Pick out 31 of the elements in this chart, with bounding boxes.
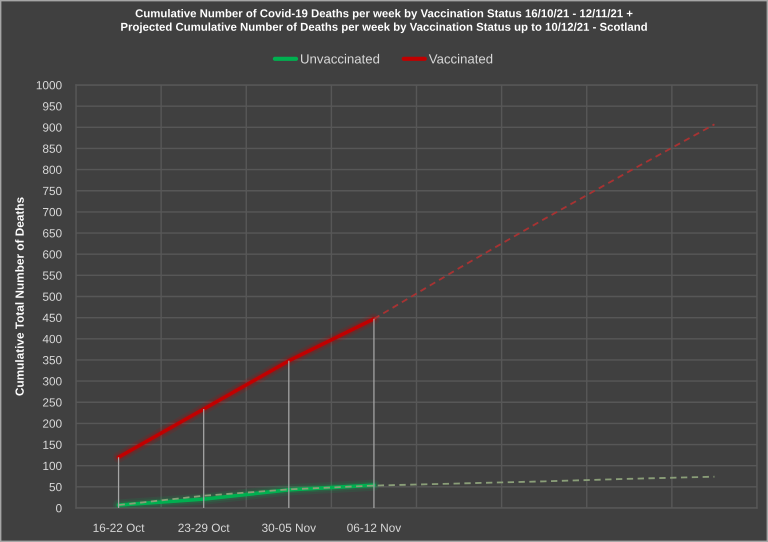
- y-tick-label: 700: [43, 208, 62, 216]
- y-tick-label: 350: [42, 356, 62, 364]
- y-tick-label: 50: [49, 482, 62, 492]
- y-tick-label: 1000: [36, 81, 62, 90]
- y-tick-label: 150: [43, 440, 62, 449]
- y-tick-label: 800: [42, 166, 62, 174]
- x-tick-label: 23-29 Oct: [178, 524, 230, 532]
- y-tick-label: 250: [43, 398, 62, 407]
- chart-title: Cumulative Number of Covid-19 Deaths per week by Vaccination Status 16/10/21 - 12/11/21 + Projected Cumulative Number of Deaths per week by Vaccination Status up to 10/12/21 - Scotland: [121, 9, 647, 34]
- y-tick-label: 500: [42, 292, 62, 301]
- y-tick-label: 300: [42, 377, 62, 386]
- y-tick-label: 200: [43, 419, 62, 428]
- x-tick-label: 16-22 Oct: [94, 524, 144, 532]
- y-tick-label: 0: [56, 504, 62, 512]
- y-tick-label: 950: [42, 102, 62, 111]
- y-tick-label: 100: [43, 462, 62, 470]
- y-tick-label: 450: [42, 314, 62, 322]
- y-tick-label: 550: [42, 271, 62, 280]
- y-tick-label: 900: [42, 123, 62, 132]
- y-tick-label: 850: [42, 144, 62, 153]
- y-axis-title: Cumulative Total Number of Deaths: [15, 197, 24, 396]
- y-tick-label: 650: [43, 229, 62, 238]
- y-tick-label: 400: [42, 334, 62, 344]
- line-series: [373, 123, 716, 320]
- y-tick-label: 750: [43, 186, 62, 196]
- y-tick-label: 600: [43, 250, 62, 259]
- x-tick-label: 06-12 Nov: [347, 524, 402, 532]
- legend-label: Vaccinated: [428, 54, 492, 64]
- x-tick-label: 30-05 Nov: [262, 524, 316, 532]
- legend-label: Unvaccinated: [301, 54, 380, 64]
- line-series: [118, 476, 716, 506]
